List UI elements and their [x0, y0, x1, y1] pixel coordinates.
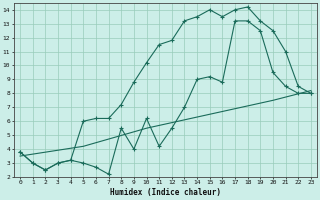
X-axis label: Humidex (Indice chaleur): Humidex (Indice chaleur) [110, 188, 221, 197]
